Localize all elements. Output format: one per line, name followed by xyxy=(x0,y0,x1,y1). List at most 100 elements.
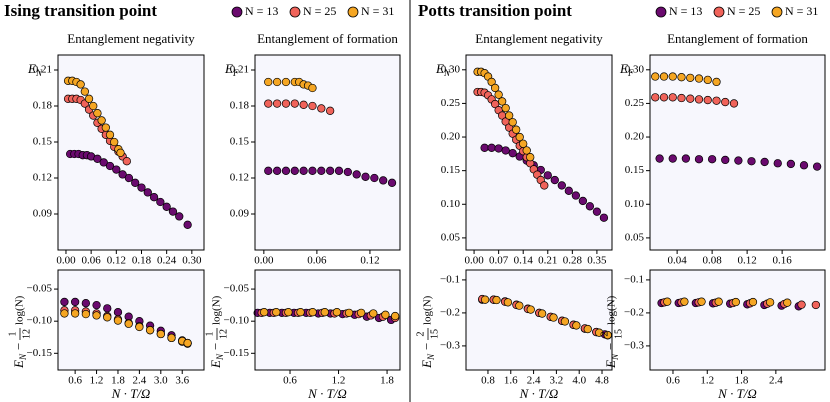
data-point xyxy=(290,166,299,175)
x-axis-label: N · T/Ω xyxy=(111,386,151,401)
data-point xyxy=(599,213,609,222)
data-point xyxy=(264,99,273,108)
x-tick-label: 0.12 xyxy=(107,255,126,267)
y-axis-label-op: − xyxy=(419,343,434,350)
y-tick-label: 0.12 xyxy=(230,172,249,184)
data-point xyxy=(501,103,510,113)
legend-label: N = 25 xyxy=(727,4,760,18)
plot-area xyxy=(255,55,400,250)
x-tick-label: 0.12 xyxy=(360,255,379,267)
data-point xyxy=(118,170,127,179)
data-point xyxy=(110,137,119,147)
data-point xyxy=(60,309,69,318)
data-point xyxy=(595,328,604,337)
y-axis-label-log: log(N) xyxy=(606,295,618,325)
data-point xyxy=(183,220,192,229)
y-axis-label-main: E xyxy=(208,360,223,369)
plot-frame xyxy=(57,54,205,251)
y-axis-label-main: E xyxy=(603,360,618,369)
panel-title: Entanglement negativity xyxy=(475,31,603,46)
data-point xyxy=(526,305,535,314)
x-tick-label: 1.8 xyxy=(111,375,125,387)
data-point xyxy=(264,77,273,87)
data-point xyxy=(272,77,282,87)
y-axis-label: E xyxy=(619,61,628,76)
legend-marker xyxy=(713,6,725,18)
data-point xyxy=(480,295,490,304)
y-tick-label: 0.05 xyxy=(625,231,645,243)
data-point xyxy=(156,197,165,207)
x-tick-label: 3.0 xyxy=(154,375,168,387)
data-point xyxy=(583,324,592,334)
data-point xyxy=(92,300,101,310)
y-axis-label-main: E xyxy=(11,360,26,369)
data-point xyxy=(124,173,134,183)
data-point xyxy=(729,99,739,108)
data-point xyxy=(352,170,361,179)
y-tick-label: −0.15 xyxy=(224,347,250,359)
data-point xyxy=(357,308,366,317)
x-tick-label: 0.6 xyxy=(68,375,82,387)
y-axis-label-sub: N xyxy=(215,353,225,361)
data-point xyxy=(557,181,566,190)
y-axis-label-main: E xyxy=(419,360,434,369)
data-point xyxy=(264,166,273,175)
legend-marker xyxy=(655,6,667,18)
y-tick-label: −0.2 xyxy=(624,306,644,318)
x-tick-label: 1.6 xyxy=(504,375,518,387)
data-point xyxy=(522,146,531,155)
x-axis-label: N · T/Ω xyxy=(307,386,347,401)
legend-label: N = 31 xyxy=(361,4,394,18)
data-point xyxy=(490,83,500,93)
data-point xyxy=(387,178,397,187)
data-point xyxy=(284,308,293,317)
y-axis-label: E xyxy=(435,61,444,76)
data-point xyxy=(308,308,317,317)
legend-marker xyxy=(231,6,243,18)
data-point xyxy=(105,130,115,139)
data-point xyxy=(549,313,558,322)
y-axis-label-sub: F xyxy=(627,68,634,78)
data-point xyxy=(537,309,547,318)
data-point xyxy=(655,154,664,163)
y-axis-label: E xyxy=(27,61,36,76)
data-point xyxy=(492,295,501,305)
y-tick-label: −0.10 xyxy=(224,315,250,327)
y-tick-label: 0.09 xyxy=(33,208,53,220)
plot-frame xyxy=(254,54,401,251)
x-tick-label: 1.2 xyxy=(700,375,714,387)
x-tick-label: 2.4 xyxy=(133,375,147,387)
y-tick-label: 0.21 xyxy=(230,64,249,76)
x-tick-label: 3.6 xyxy=(175,375,189,387)
x-tick-label: 0.12 xyxy=(738,255,757,267)
y-tick-label: 0.18 xyxy=(33,100,53,112)
data-point xyxy=(811,300,821,310)
data-point xyxy=(103,313,112,322)
data-point xyxy=(89,101,98,111)
y-axis-label-log: log(N) xyxy=(422,295,434,325)
y-tick-label: −0.3 xyxy=(440,339,460,351)
data-point xyxy=(390,311,400,321)
legend-marker xyxy=(347,6,359,18)
data-point xyxy=(272,99,282,108)
data-point xyxy=(680,297,689,306)
x-tick-label: 2.4 xyxy=(769,375,783,387)
y-tick-label: −0.10 xyxy=(27,315,53,327)
y-axis-label-num: 1 xyxy=(204,332,215,337)
data-point xyxy=(508,149,517,158)
legend-label: N = 13 xyxy=(245,4,278,18)
data-point xyxy=(81,299,90,308)
data-point xyxy=(703,95,712,105)
x-tick-label: 0.28 xyxy=(563,255,583,267)
data-point xyxy=(560,317,570,326)
data-point xyxy=(149,193,159,202)
data-point xyxy=(773,159,782,168)
data-point xyxy=(156,329,165,339)
data-point xyxy=(668,93,677,102)
figure-title: Ising transition point xyxy=(4,1,157,20)
data-point xyxy=(697,297,706,306)
data-point xyxy=(317,166,326,175)
x-axis-label: N · T/Ω xyxy=(717,386,757,401)
data-point xyxy=(585,202,595,211)
